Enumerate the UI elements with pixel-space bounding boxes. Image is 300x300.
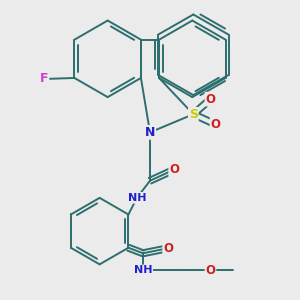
Text: O: O xyxy=(211,118,220,131)
Text: O: O xyxy=(163,242,173,255)
Text: F: F xyxy=(40,73,49,85)
Text: NH: NH xyxy=(134,266,152,275)
Text: O: O xyxy=(206,264,215,277)
Text: O: O xyxy=(206,93,215,106)
Text: N: N xyxy=(145,126,155,139)
Text: O: O xyxy=(169,163,179,176)
Text: S: S xyxy=(189,108,198,121)
Text: NH: NH xyxy=(128,193,146,203)
